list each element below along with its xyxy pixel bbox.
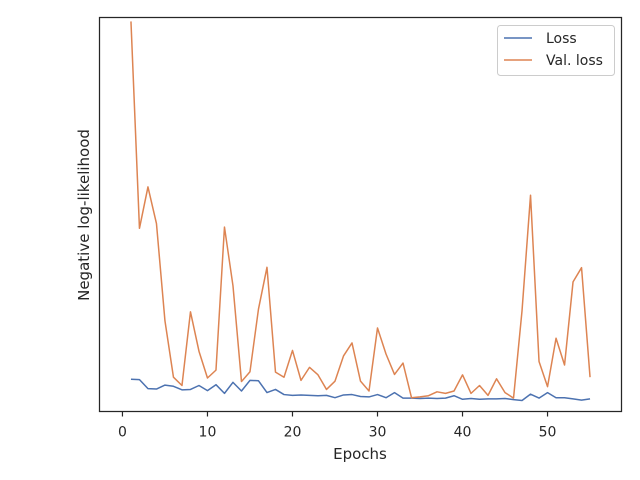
plot-lines xyxy=(130,21,591,402)
x-axis-ticks: 0 10 20 30 40 50 xyxy=(118,411,557,441)
x-tick-label: 0 xyxy=(118,425,127,441)
x-tick-label: 40 xyxy=(454,425,472,441)
legend: Loss Val. loss xyxy=(497,25,615,76)
x-tick-label: 20 xyxy=(284,425,302,441)
series-line-loss xyxy=(130,378,591,402)
y-axis-label: Negative log-likelihood xyxy=(75,129,93,301)
x-axis-label: Epochs xyxy=(333,445,387,463)
x-tick-label: 30 xyxy=(369,425,387,441)
series-line-val-loss xyxy=(130,21,591,399)
legend-label-loss: Loss xyxy=(546,31,577,47)
legend-label-val-loss: Val. loss xyxy=(546,53,603,69)
x-tick-label: 50 xyxy=(539,425,557,441)
plot-frame xyxy=(98,16,623,413)
x-tick-label: 10 xyxy=(199,425,217,441)
